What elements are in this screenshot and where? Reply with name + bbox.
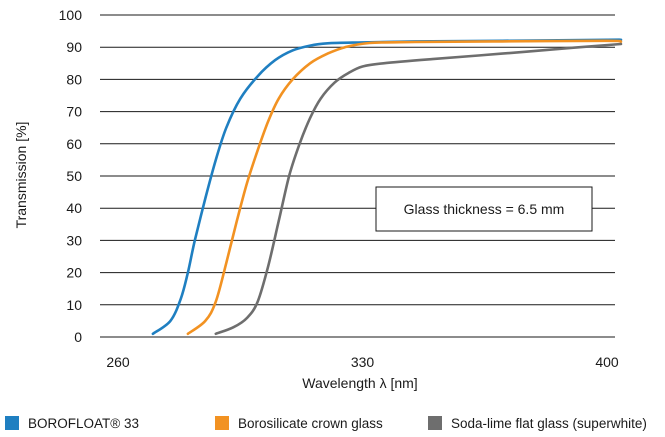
series-line-3 <box>214 42 623 336</box>
y-tick-label: 70 <box>66 104 82 120</box>
y-tick-label: 10 <box>66 297 82 313</box>
y-tick-label: 20 <box>66 265 82 281</box>
y-tick-label: 60 <box>66 136 82 152</box>
x-axis-label: Wavelength λ [nm] <box>302 375 417 391</box>
legend: BOROFLOAT® 33 Borosilicate crown glass Sod… <box>5 416 647 431</box>
legend-swatch <box>5 416 19 430</box>
x-tick-label: 260 <box>106 354 130 370</box>
y-axis-label: Transmission [%] <box>13 122 29 229</box>
legend-label: Soda-lime flat glass (superwhite) <box>451 416 647 431</box>
legend-label: BOROFLOAT® 33 <box>28 416 139 431</box>
annotation-frame <box>375 186 593 232</box>
y-tick-label: 100 <box>59 7 83 23</box>
legend-swatch <box>428 416 442 430</box>
legend-label: Borosilicate crown glass <box>238 416 383 431</box>
x-tick-label: 330 <box>351 354 375 370</box>
x-axis-tick-labels: 260 330 400 <box>106 354 619 370</box>
legend-swatch <box>215 416 229 430</box>
y-tick-label: 50 <box>66 168 82 184</box>
gridlines <box>100 14 615 338</box>
data-series <box>151 38 623 336</box>
y-tick-label: 0 <box>74 329 82 345</box>
y-axis-tick-labels: 0 10 20 30 40 50 60 70 80 90 100 <box>59 7 83 345</box>
series-line-2 <box>186 39 623 336</box>
y-tick-label: 90 <box>66 39 82 55</box>
y-tick-label: 80 <box>66 71 82 87</box>
y-tick-label: 30 <box>66 232 82 248</box>
y-tick-label: 40 <box>66 200 82 216</box>
x-tick-label: 400 <box>595 354 619 370</box>
annotation-text: Glass thickness = 6.5 mm <box>404 201 565 217</box>
annotation-box: Glass thickness = 6.5 mm <box>375 186 593 232</box>
